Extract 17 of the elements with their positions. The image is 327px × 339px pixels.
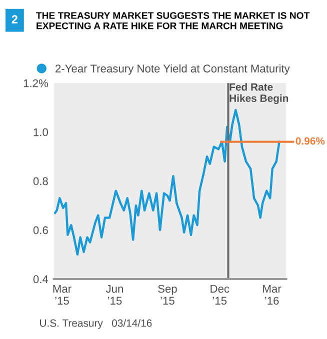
x-tick-label: Jun ’15 — [106, 284, 123, 305]
legend-label: 2-Year Treasury Note Yield at Constant Maturity — [56, 64, 290, 75]
y-tick-label: 1.2% — [24, 79, 48, 88]
y-tick-label: 1.0 — [34, 128, 48, 136]
x-tick-label: Mar ’15 — [53, 284, 72, 305]
ref-line-label: 0.96% — [296, 137, 325, 145]
ref-line-label: Fed Rate Hikes Begin — [230, 83, 288, 104]
y-tick-label: 0.4 — [33, 275, 48, 284]
y-tick-label: 0.6 — [33, 226, 48, 234]
x-tick-label: Sep ’15 — [158, 284, 177, 305]
x-tick-label: Dec ’15 — [210, 284, 230, 305]
text: 2 — [12, 15, 18, 24]
text: U.S. Treasury 03/14/16 — [40, 319, 152, 329]
y-tick-label: 0.8 — [33, 177, 48, 186]
x-tick-label: Mar ’16 — [263, 284, 282, 305]
chart-title: THE TREASURY MARKET SUGGESTS THE MARKET IS NOT EXPECTING A RATE HIKE FOR THE MARCH MEETING — [36, 12, 310, 30]
line-series — [54, 108, 280, 256]
